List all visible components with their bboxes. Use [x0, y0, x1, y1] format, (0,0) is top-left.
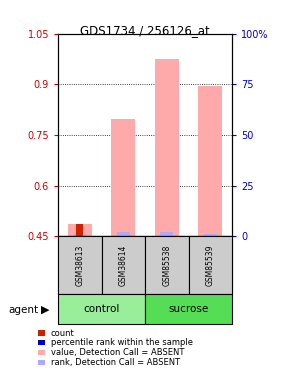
Text: GSM38613: GSM38613 — [75, 244, 84, 286]
Bar — [204, 234, 217, 236]
Text: count: count — [51, 328, 75, 338]
Bar — [58, 236, 102, 294]
Bar — [111, 119, 135, 236]
Bar — [68, 224, 92, 236]
Text: value, Detection Call = ABSENT: value, Detection Call = ABSENT — [51, 348, 184, 357]
Bar — [117, 232, 130, 236]
Text: agent: agent — [9, 305, 39, 315]
Bar — [145, 294, 232, 324]
Bar — [145, 236, 188, 294]
Text: GSM85539: GSM85539 — [206, 244, 215, 286]
Text: ▶: ▶ — [41, 305, 49, 315]
Bar — [155, 59, 179, 236]
Text: percentile rank within the sample: percentile rank within the sample — [51, 338, 193, 347]
Text: control: control — [83, 304, 120, 314]
Text: GSM85538: GSM85538 — [162, 244, 171, 286]
Text: rank, Detection Call = ABSENT: rank, Detection Call = ABSENT — [51, 358, 180, 367]
Bar — [73, 234, 86, 236]
Bar — [77, 224, 83, 236]
Bar — [188, 236, 232, 294]
Bar — [198, 86, 222, 236]
Bar — [58, 294, 145, 324]
Bar — [102, 236, 145, 294]
Text: sucrose: sucrose — [168, 304, 209, 314]
Bar — [160, 232, 173, 236]
Text: GSM38614: GSM38614 — [119, 244, 128, 286]
Text: GDS1734 / 256126_at: GDS1734 / 256126_at — [80, 24, 210, 38]
